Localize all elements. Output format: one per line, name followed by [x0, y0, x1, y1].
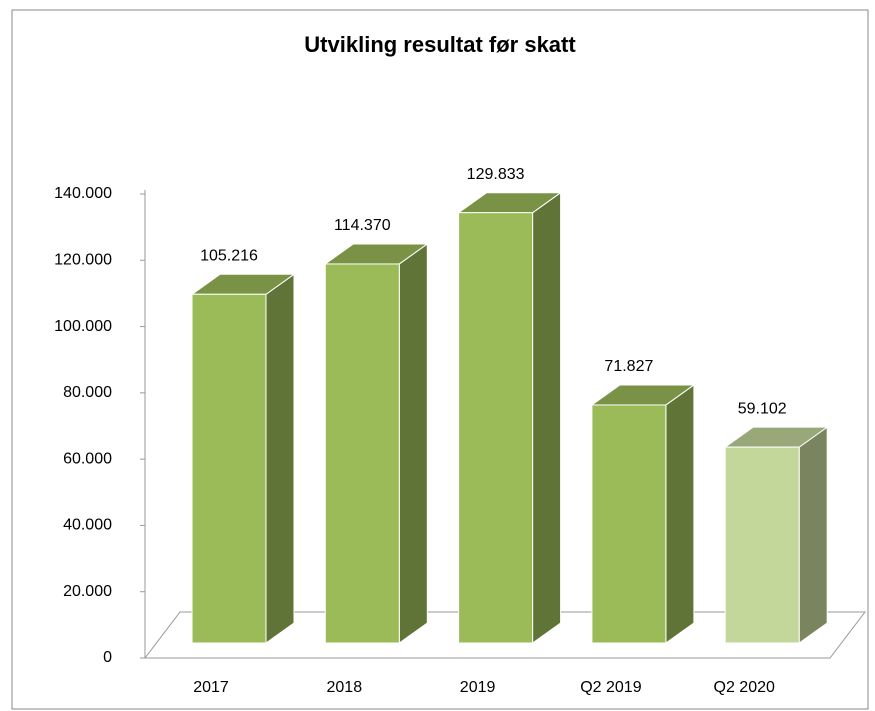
data-label: 59.102 [738, 400, 787, 417]
data-label: 105.216 [200, 248, 258, 265]
y-tick-label: 40.000 [63, 517, 112, 534]
x-tick-label: 2017 [193, 679, 229, 696]
data-label: 114.370 [334, 217, 391, 234]
bar [591, 404, 667, 644]
x-tick-label: 2019 [460, 679, 496, 696]
x-tick-label: Q2 2020 [714, 679, 775, 696]
bar [191, 293, 267, 644]
bar [324, 263, 400, 644]
y-tick-label: 0 [103, 649, 112, 666]
chart-title: Utvikling resultat før skatt [304, 32, 576, 57]
x-tick-label: Q2 2019 [580, 679, 641, 696]
bar-side [398, 242, 428, 644]
y-tick-label: 120.000 [54, 252, 112, 269]
bar-side [532, 191, 562, 644]
y-tick-label: 60.000 [63, 450, 112, 467]
bar-side [665, 383, 695, 644]
bar-side [265, 273, 295, 644]
bar [458, 212, 534, 644]
data-label: 71.827 [604, 358, 653, 375]
x-tick-label: 2018 [327, 679, 363, 696]
y-tick-label: 80.000 [63, 384, 112, 401]
y-tick-label: 20.000 [63, 583, 112, 600]
y-tick-label: 100.000 [54, 318, 112, 335]
data-label: 129.833 [467, 166, 525, 183]
y-tick-label: 140.000 [54, 185, 112, 202]
bar-side [798, 426, 828, 644]
bar [724, 446, 800, 644]
